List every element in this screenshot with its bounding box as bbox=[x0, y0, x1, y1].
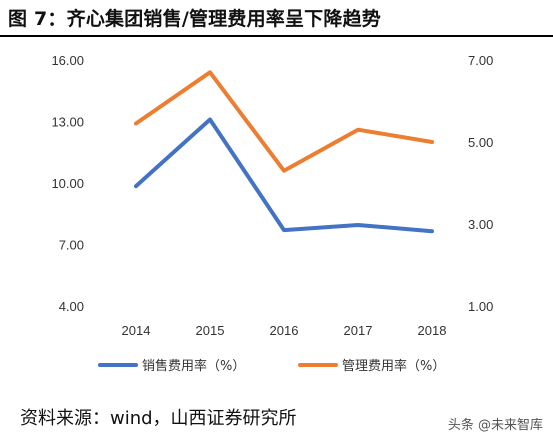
right-y-tick-label: 5.00 bbox=[468, 135, 493, 150]
x-tick-label: 2017 bbox=[344, 323, 373, 338]
x-tick-label: 2016 bbox=[270, 323, 299, 338]
line-chart: 16.00 13.00 10.00 7.00 4.00 7.00 5.00 3.00 1.00… bbox=[51, 53, 493, 374]
right-y-tick-label: 3.00 bbox=[468, 217, 493, 232]
left-y-tick-label: 10.00 bbox=[51, 176, 84, 191]
figure-title-row: 图 7：齐心集团销售/管理费用率呈下降趋势 bbox=[8, 2, 381, 32]
watermark-text: 头条 @未来智库 bbox=[447, 418, 543, 433]
series-line-admin bbox=[134, 70, 434, 173]
legend-label-admin: 管理费用率（%） bbox=[342, 358, 445, 374]
left-y-tick-label: 4.00 bbox=[59, 299, 84, 314]
x-tick-label: 2015 bbox=[196, 323, 225, 338]
left-y-axis: 16.00 13.00 10.00 7.00 4.00 bbox=[51, 53, 84, 314]
right-y-axis: 7.00 5.00 3.00 1.00 bbox=[468, 53, 493, 314]
watermark: 头条 @未来智库 bbox=[448, 414, 543, 433]
left-y-tick-label: 7.00 bbox=[59, 238, 84, 253]
source-note: 资料来源：wind，山西证券研究所 bbox=[20, 408, 297, 429]
x-tick-label: 2018 bbox=[418, 323, 447, 338]
left-y-tick-label: 16.00 bbox=[51, 53, 84, 68]
series-layer bbox=[134, 70, 434, 234]
x-tick-label: 2014 bbox=[122, 323, 151, 338]
legend-label-sales: 销售费用率（%） bbox=[142, 358, 245, 374]
right-y-tick-label: 7.00 bbox=[468, 53, 493, 68]
right-y-tick-label: 1.00 bbox=[468, 299, 493, 314]
x-axis: 2014 2015 2016 2017 2018 bbox=[122, 323, 447, 338]
figure-title: 图 7：齐心集团销售/管理费用率呈下降趋势 bbox=[8, 7, 381, 30]
chart-legend: 销售费用率（%） 管理费用率（%） bbox=[98, 358, 445, 374]
left-y-tick-label: 13.00 bbox=[51, 115, 84, 130]
title-divider bbox=[0, 35, 553, 37]
